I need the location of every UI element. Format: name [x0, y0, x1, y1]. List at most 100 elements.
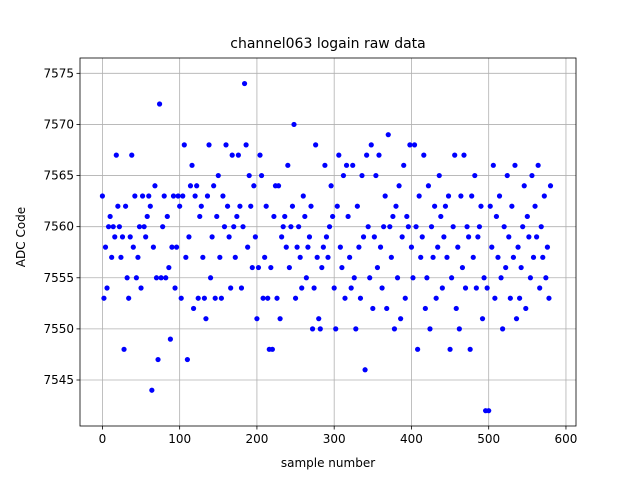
point	[262, 254, 268, 260]
point	[177, 203, 183, 209]
point	[343, 162, 350, 168]
point	[274, 295, 280, 301]
point	[217, 254, 223, 260]
point	[207, 275, 214, 281]
point	[251, 183, 257, 189]
point	[459, 264, 466, 271]
point	[121, 346, 127, 352]
x-tick-label: 100	[168, 432, 191, 446]
point	[456, 326, 462, 332]
point	[441, 234, 447, 240]
point	[458, 193, 464, 199]
point	[282, 213, 288, 220]
point	[455, 244, 461, 250]
point	[544, 244, 551, 250]
point	[340, 172, 347, 179]
point	[101, 295, 107, 301]
point	[104, 285, 110, 291]
point	[404, 213, 410, 220]
point	[376, 152, 382, 158]
point	[347, 254, 353, 260]
point	[283, 244, 289, 250]
point	[464, 224, 470, 230]
point	[430, 254, 436, 260]
point	[387, 224, 393, 230]
point	[277, 316, 283, 322]
point	[371, 234, 377, 240]
point	[235, 152, 241, 158]
point	[319, 264, 325, 271]
x-tick-label: 300	[323, 432, 346, 446]
point	[362, 367, 368, 373]
point	[204, 193, 211, 199]
point	[314, 254, 320, 260]
point	[172, 285, 178, 291]
point	[425, 183, 432, 189]
point	[313, 142, 319, 148]
point	[246, 172, 252, 179]
point	[187, 183, 194, 189]
point	[537, 285, 543, 291]
point	[141, 224, 147, 230]
point	[462, 285, 469, 291]
point	[385, 132, 391, 138]
point	[517, 295, 523, 301]
point	[370, 305, 376, 312]
point	[538, 224, 544, 230]
point	[524, 213, 530, 220]
point	[248, 203, 254, 209]
point	[102, 244, 109, 250]
point	[305, 244, 311, 250]
point	[286, 264, 292, 271]
point	[530, 254, 537, 260]
point	[447, 346, 453, 352]
point	[365, 224, 371, 230]
point	[212, 295, 218, 301]
point	[428, 224, 435, 230]
point	[475, 234, 481, 240]
point	[394, 275, 401, 281]
point	[501, 224, 507, 230]
point	[435, 244, 441, 250]
point	[166, 264, 172, 271]
point	[197, 213, 203, 220]
point	[122, 203, 129, 209]
point	[399, 234, 405, 240]
point	[260, 295, 266, 301]
point	[292, 295, 299, 301]
point	[296, 224, 302, 230]
point	[489, 244, 495, 250]
plot-frame	[79, 57, 577, 427]
point	[269, 346, 275, 352]
point	[127, 234, 133, 240]
point	[317, 326, 323, 332]
point	[479, 316, 486, 322]
point	[487, 203, 493, 209]
point	[401, 162, 407, 168]
point	[285, 162, 291, 168]
point	[229, 152, 235, 158]
point	[535, 162, 541, 168]
point	[359, 172, 365, 179]
chart-title: channel063 logain raw data	[230, 36, 425, 52]
point	[113, 152, 119, 158]
point	[413, 224, 419, 230]
point	[238, 285, 245, 291]
point	[507, 295, 513, 301]
point	[442, 203, 449, 209]
point	[241, 80, 248, 87]
point	[467, 346, 473, 352]
point	[436, 172, 442, 179]
point	[529, 172, 535, 179]
point	[265, 295, 271, 301]
point	[118, 254, 124, 260]
point	[484, 285, 490, 291]
point	[291, 121, 297, 128]
point	[504, 172, 510, 179]
point	[326, 224, 333, 230]
point	[510, 254, 517, 260]
point	[506, 234, 512, 240]
point	[183, 254, 189, 260]
y-tick-label: 7555	[43, 271, 74, 285]
point	[540, 254, 546, 260]
